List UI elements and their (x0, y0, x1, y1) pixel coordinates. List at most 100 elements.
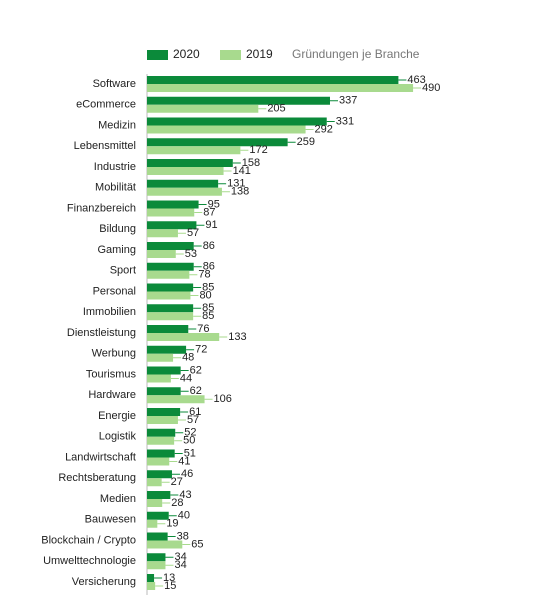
y-tick-label: Personal (93, 285, 136, 297)
value-label: 172 (249, 144, 267, 156)
value-label: 490 (422, 82, 440, 94)
legend-swatch (147, 50, 168, 60)
value-label: 53 (185, 248, 197, 260)
bar (147, 436, 175, 445)
value-label: 38 (177, 530, 189, 542)
bar (147, 76, 399, 84)
value-label: 85 (202, 310, 214, 322)
y-tick-label: Rechtsberatung (58, 472, 136, 484)
y-tick-label: Finanzbereich (67, 202, 136, 214)
value-label: 76 (197, 323, 209, 335)
value-label: 205 (267, 103, 285, 115)
y-tick-label: Sport (110, 265, 136, 277)
value-label: 292 (315, 123, 333, 135)
value-label: 43 (179, 489, 191, 501)
y-tick-label: Immobilien (83, 306, 136, 318)
value-label: 337 (339, 95, 357, 107)
value-label: 141 (233, 165, 251, 177)
value-label: 95 (208, 198, 220, 210)
bar (147, 221, 197, 230)
bar (147, 428, 176, 437)
value-label: 86 (203, 240, 215, 252)
y-tick-label: Lebensmittel (74, 140, 136, 152)
y-tick-label: Blockchain / Crypto (41, 534, 136, 546)
value-label: 106 (214, 393, 232, 405)
bar (147, 270, 190, 279)
legend-label: 2019 (246, 47, 273, 61)
value-label: 13 (163, 572, 175, 584)
bar (147, 179, 219, 188)
bar (147, 250, 176, 258)
y-tick-label: Mobilität (95, 182, 136, 194)
bar (147, 561, 166, 570)
y-tick-label: Tourismus (86, 368, 137, 380)
value-label: 40 (178, 510, 190, 522)
value-label: 34 (174, 559, 186, 571)
bar (147, 553, 166, 562)
y-tick-label: Logistik (99, 431, 137, 443)
bar (147, 374, 171, 383)
bar (147, 138, 288, 147)
value-label: 44 (180, 372, 192, 384)
value-label: 19 (166, 518, 178, 530)
bar (147, 408, 181, 416)
bar (147, 499, 163, 507)
value-label: 61 (189, 406, 201, 418)
value-label: 131 (227, 178, 245, 190)
value-label: 34 (174, 551, 186, 563)
value-label: 259 (297, 136, 315, 148)
bar (147, 366, 181, 375)
value-label: 62 (190, 364, 202, 376)
bar (147, 208, 195, 217)
bar (147, 117, 327, 126)
bar (147, 312, 194, 321)
value-label: 331 (336, 115, 354, 127)
value-label: 86 (203, 261, 215, 273)
y-tick-label: Gaming (97, 244, 136, 256)
y-tick-label: Hardware (88, 389, 136, 401)
chart-title: Gründungen je Branche (292, 47, 420, 61)
legend-swatch (220, 50, 241, 60)
bar (147, 187, 222, 196)
bar (147, 491, 171, 499)
bar (147, 304, 194, 313)
bar (147, 574, 155, 582)
value-label: 80 (199, 289, 211, 301)
bar (147, 511, 169, 520)
y-tick-label: Umwelttechnologie (43, 555, 136, 567)
bar (147, 478, 162, 487)
y-tick-label: Software (93, 78, 136, 90)
bar (147, 291, 191, 300)
value-label: 50 (183, 435, 195, 447)
value-label: 51 (184, 447, 196, 459)
bar (147, 200, 199, 209)
value-label: 57 (187, 227, 199, 239)
value-label: 57 (187, 414, 199, 426)
bar (147, 395, 205, 404)
bar (147, 333, 220, 341)
value-label: 138 (231, 186, 249, 198)
value-label: 15 (164, 580, 176, 592)
y-tick-label: Medizin (98, 119, 136, 131)
bar (147, 532, 168, 541)
y-tick-label: Industrie (94, 161, 136, 173)
bar (147, 229, 178, 238)
legend-label: 2020 (173, 47, 200, 61)
value-label: 78 (198, 269, 210, 281)
value-label: 28 (171, 497, 183, 509)
y-tick-label: Dienstleistung (67, 327, 136, 339)
value-label: 62 (190, 385, 202, 397)
bar (147, 146, 241, 155)
y-tick-label: Landwirtschaft (65, 451, 136, 463)
value-label: 27 (171, 476, 183, 488)
y-tick-label: Energie (98, 410, 136, 422)
bar (147, 104, 259, 113)
value-label: 85 (202, 281, 214, 293)
bar (147, 449, 175, 458)
y-tick-label: eCommerce (76, 99, 136, 111)
bar (147, 345, 187, 354)
value-label: 85 (202, 302, 214, 314)
y-tick-label: Versicherung (72, 576, 136, 588)
value-label: 46 (181, 468, 193, 480)
bar (147, 125, 306, 134)
